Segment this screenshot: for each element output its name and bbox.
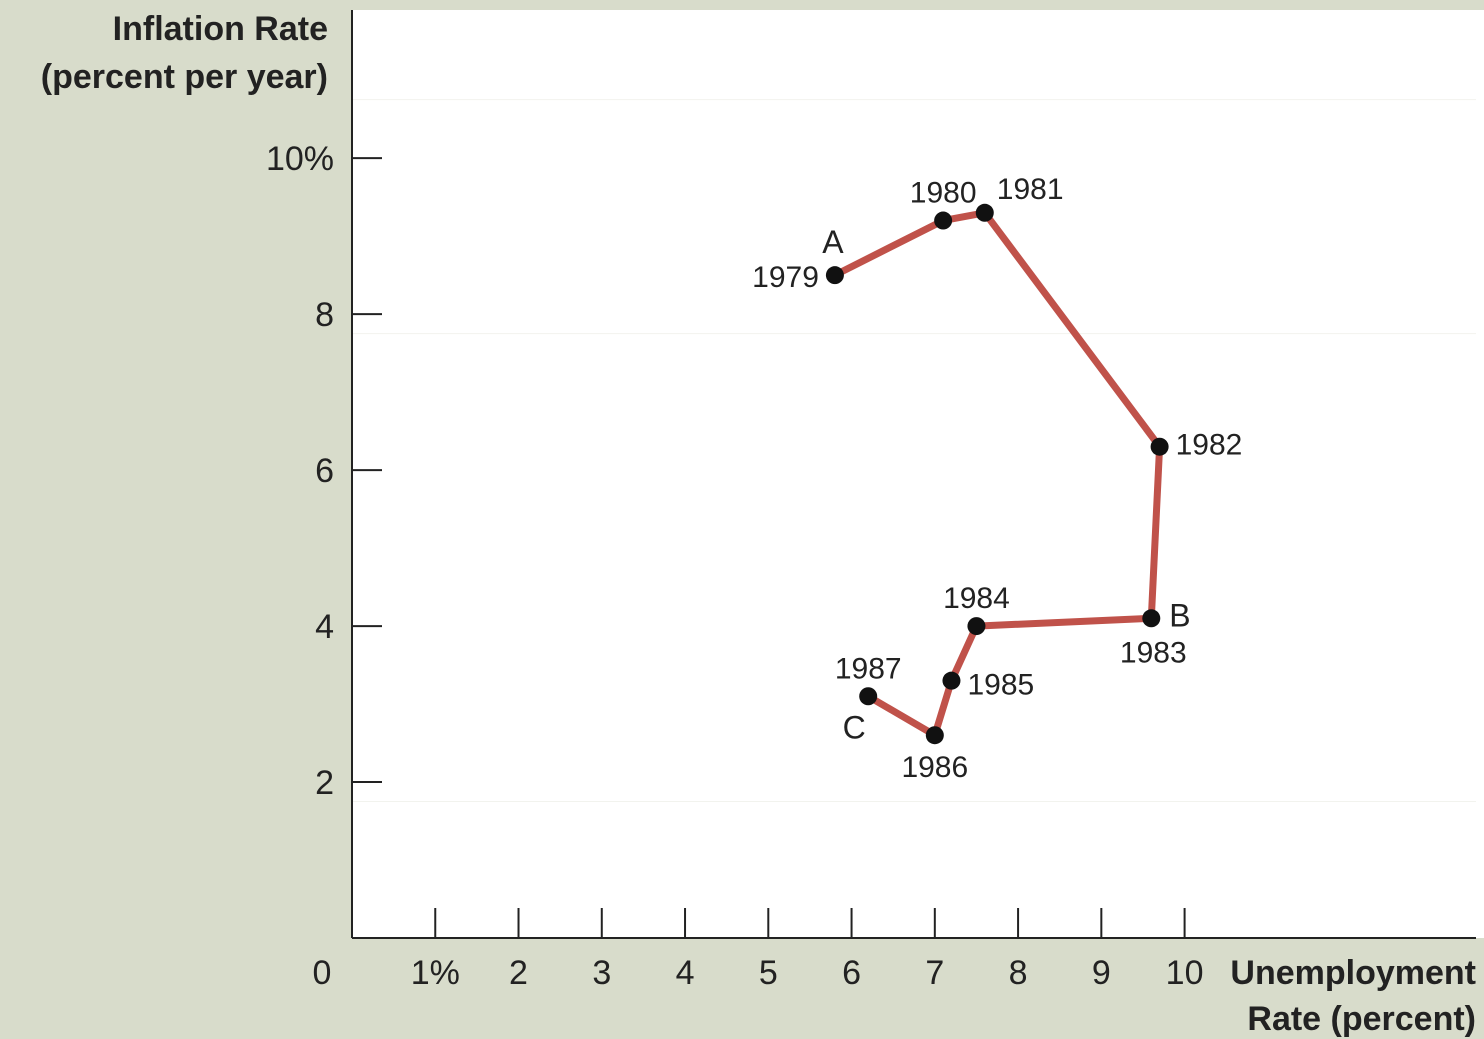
point-label-1983: 1983: [1120, 636, 1187, 669]
data-point-1983: [1142, 609, 1161, 628]
x-tick-label: 5: [759, 954, 778, 992]
origin-label: 0: [313, 954, 332, 992]
data-point-1980: [934, 211, 953, 230]
x-tick-label: 4: [676, 954, 695, 992]
point-letter-C: C: [843, 709, 866, 745]
point-label-1982: 1982: [1176, 429, 1243, 462]
data-point-1981: [975, 203, 994, 222]
data-point-1986: [925, 726, 944, 745]
y-tick-label: 8: [315, 296, 334, 334]
x-tick-label: 1%: [411, 954, 460, 992]
x-tick-label: 9: [1092, 954, 1111, 992]
point-label-1984: 1984: [943, 582, 1010, 615]
plot-stripes: [352, 99, 1476, 803]
point-label-1987: 1987: [835, 652, 902, 685]
y-axis-label-line2: (percent per year): [41, 58, 328, 96]
x-tick-label: 8: [1009, 954, 1028, 992]
point-label-1986: 1986: [901, 751, 968, 784]
x-ticks: 1% 2 3 4 5 6 7 8 9 10: [411, 908, 1204, 992]
point-label-1980: 1980: [910, 177, 977, 210]
point-label-1979: 1979: [752, 261, 819, 294]
point-letter-A: A: [822, 224, 844, 260]
x-tick-label: 3: [592, 954, 611, 992]
plot-area: [352, 10, 1484, 938]
data-point-1982: [1150, 437, 1169, 456]
x-tick-label: 6: [842, 954, 861, 992]
y-axis-label-line1: Inflation Rate: [113, 10, 328, 48]
y-tick-label: 6: [315, 452, 334, 490]
x-tick-label: 2: [509, 954, 528, 992]
point-letter-B: B: [1169, 597, 1190, 633]
y-tick-label: 2: [315, 764, 334, 802]
point-label-1981: 1981: [997, 173, 1064, 206]
y-tick-label: 10%: [266, 140, 334, 178]
y-ticks: 2 4 6 8 10%: [266, 140, 382, 802]
y-tick-label: 4: [315, 608, 334, 646]
point-label-1985: 1985: [967, 669, 1034, 702]
x-tick-label: 7: [925, 954, 944, 992]
x-axis-label-line1: Unemployment: [1230, 954, 1476, 992]
x-axis-label-line2: Rate (percent): [1247, 1000, 1476, 1038]
x-tick-label: 10: [1166, 954, 1204, 992]
data-point-1987: [859, 687, 878, 706]
data-point-1979: [825, 266, 844, 285]
data-point-1984: [967, 617, 986, 636]
data-point-1985: [942, 671, 961, 690]
